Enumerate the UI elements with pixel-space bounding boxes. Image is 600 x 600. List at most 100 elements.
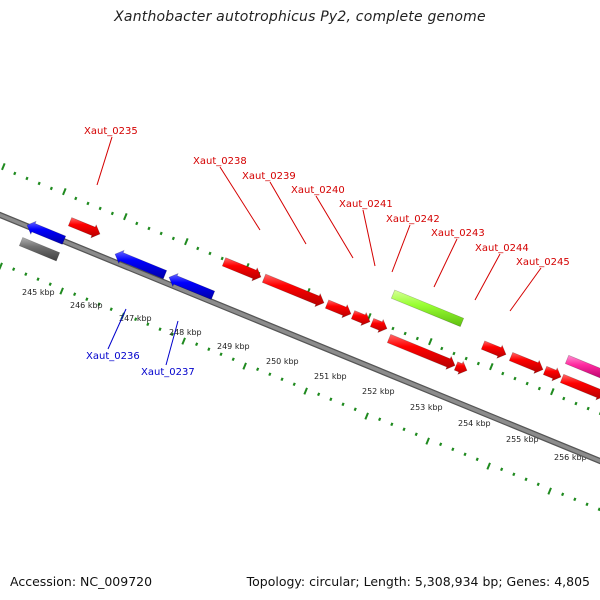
gene-label-Xaut_0242[interactable]: Xaut_0242: [386, 214, 440, 225]
scale-label: 254 kbp: [458, 419, 491, 428]
scale-tick-upper: [62, 187, 67, 196]
scale-tick-lower: [207, 347, 211, 352]
backbone-line: [0, 213, 600, 463]
scale-tick-lower: [512, 472, 516, 477]
scale-tick-lower: [59, 287, 64, 295]
gene-Xaut_0236[interactable]: [114, 249, 168, 280]
scale-tick-lower: [219, 352, 223, 357]
scale-tick-lower: [256, 367, 260, 372]
scale-tick-upper: [513, 376, 517, 381]
scale-tick-upper: [586, 406, 590, 411]
scale-tick-lower: [500, 467, 504, 472]
scale-tick-lower: [475, 457, 479, 462]
scale-tick-lower: [97, 302, 101, 307]
leader-line: [165, 320, 179, 366]
scale-tick-upper: [403, 331, 407, 336]
leader-line: [315, 195, 354, 259]
scale-tick-upper: [74, 196, 78, 201]
leader-line: [362, 209, 376, 267]
scale-tick-lower: [85, 297, 89, 302]
gene-Xaut_0244b[interactable]: [453, 360, 468, 375]
leader-line: [509, 267, 542, 312]
gene-Xaut_0242[interactable]: [369, 317, 388, 334]
scale-tick-upper: [464, 356, 468, 361]
scale-tick-lower: [378, 417, 382, 422]
scale-tick-lower: [292, 382, 296, 387]
scale-tick-lower: [268, 372, 272, 377]
scale-tick-lower: [329, 397, 333, 402]
genome-backbone: [0, 211, 600, 465]
scale-tick-upper: [550, 388, 555, 396]
leader-line: [269, 181, 307, 245]
gene-blue-left[interactable]: [26, 220, 67, 245]
scale-tick-upper: [171, 236, 175, 241]
scale-tick-lower: [36, 277, 40, 282]
scale-label: 253 kbp: [410, 403, 443, 412]
leader-line: [391, 224, 411, 273]
gene-label-Xaut_0241[interactable]: Xaut_0241: [339, 199, 393, 210]
gene-Xaut_0238[interactable]: [221, 257, 262, 282]
scale-tick-upper: [159, 231, 163, 236]
gene-label-Xaut_0236[interactable]: Xaut_0236: [86, 351, 140, 362]
gene-label-Xaut_0237[interactable]: Xaut_0237: [141, 367, 195, 378]
gene-grey-left[interactable]: [18, 237, 61, 262]
gene-red-right2[interactable]: [542, 365, 562, 382]
gene-Xaut_0235[interactable]: [67, 217, 101, 239]
scale-tick-lower: [390, 422, 394, 427]
scale-tick-lower: [73, 292, 77, 297]
scale-tick-upper: [525, 381, 529, 386]
scale-tick-upper: [196, 246, 200, 251]
scale-tick-upper: [135, 221, 139, 226]
gene-label-Xaut_0240[interactable]: Xaut_0240: [291, 185, 345, 196]
scale-tick-upper: [49, 186, 53, 191]
gene-label-Xaut_0239[interactable]: Xaut_0239: [242, 171, 296, 182]
gene-Xaut_0239[interactable]: [261, 273, 325, 308]
scale-tick-lower: [109, 307, 113, 312]
gene-label-Xaut_0235[interactable]: Xaut_0235: [84, 126, 138, 137]
gene-Xaut_0245[interactable]: [480, 340, 507, 359]
scale-tick-upper: [184, 237, 189, 246]
gene-pink-right[interactable]: [564, 354, 600, 379]
scale-tick-upper: [562, 396, 566, 401]
gene-label-Xaut_0243[interactable]: Xaut_0243: [431, 228, 485, 239]
scale-tick-lower: [353, 407, 357, 412]
gene-label-Xaut_0238[interactable]: Xaut_0238: [193, 156, 247, 167]
gene-Xaut_0244[interactable]: [386, 333, 456, 370]
gene-Xaut_0241[interactable]: [350, 310, 371, 327]
scale-tick-lower: [158, 327, 162, 332]
scale-tick-upper: [537, 386, 541, 391]
scale-tick-upper: [489, 363, 494, 371]
scale-tick-lower: [48, 282, 52, 287]
scale-tick-lower: [547, 487, 552, 495]
scale-tick-lower: [364, 412, 369, 420]
scale-label: 246 kbp: [70, 301, 103, 310]
scale-tick-lower: [134, 317, 138, 322]
gene-label-Xaut_0245[interactable]: Xaut_0245: [516, 257, 570, 268]
gene-Xaut_0237[interactable]: [168, 272, 216, 300]
scale-tick-lower: [242, 362, 247, 370]
scale-tick-lower: [170, 332, 174, 337]
scale-tick-lower: [585, 502, 589, 507]
scale-tick-lower: [24, 272, 28, 277]
scale-label: 249 kbp: [217, 342, 250, 351]
scale-tick-upper: [13, 171, 17, 176]
gene-Xaut_0240[interactable]: [324, 299, 352, 319]
scale-tick-lower: [146, 322, 150, 327]
scale-tick-upper: [574, 401, 578, 406]
scale-tick-lower: [561, 492, 565, 497]
scale-tick-upper: [476, 361, 480, 366]
gene-label-Xaut_0244[interactable]: Xaut_0244: [475, 243, 529, 254]
scale-tick-lower: [0, 262, 3, 270]
gene-Xaut_0243[interactable]: [390, 289, 465, 327]
gene-red-right3[interactable]: [559, 373, 600, 401]
scale-tick-lower: [463, 452, 467, 457]
leader-line: [107, 308, 127, 350]
scale-tick-lower: [425, 437, 430, 445]
scale-tick-lower: [486, 462, 491, 470]
leader-line: [474, 253, 501, 301]
scale-tick-lower: [341, 402, 345, 407]
map-title: Xanthobacter autotrophicus Py2, complete…: [114, 9, 486, 25]
gene-red-right1[interactable]: [508, 351, 544, 375]
scale-tick-upper: [415, 336, 419, 341]
